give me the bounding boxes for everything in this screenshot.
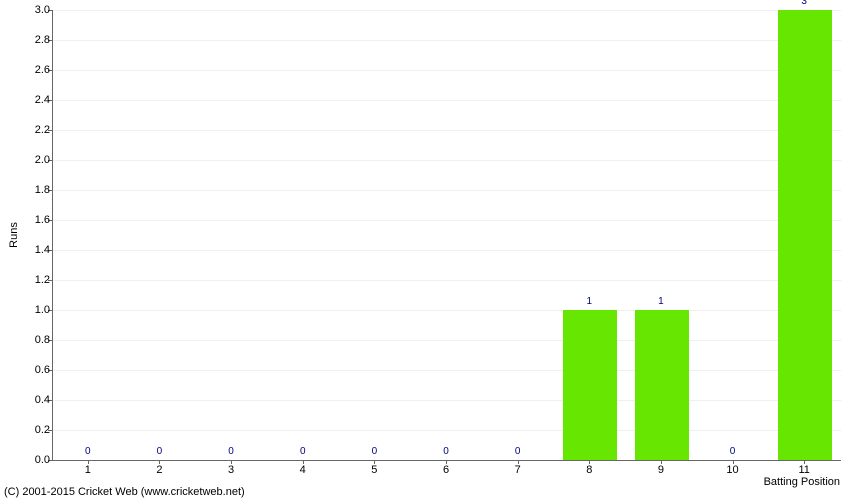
grid-line [53, 280, 841, 281]
y-tick-label: 2.2 [10, 124, 50, 136]
y-tick-label: 0.6 [10, 364, 50, 376]
grid-line [53, 220, 841, 221]
bar-value-label: 0 [372, 446, 378, 457]
grid-line [53, 190, 841, 191]
y-tick-label: 1.0 [10, 304, 50, 316]
x-tick-label: 10 [726, 464, 738, 476]
grid-line [53, 40, 841, 41]
grid-line [53, 100, 841, 101]
chart-container: Runs Batting Position (C) 2001-2015 Cric… [0, 0, 850, 500]
bar [778, 10, 832, 460]
x-tick-label: 5 [371, 464, 377, 476]
y-tick-label: 0.4 [10, 394, 50, 406]
bar-value-label: 0 [300, 446, 306, 457]
x-tick-label: 8 [586, 464, 592, 476]
grid-line [53, 370, 841, 371]
y-tick-label: 3.0 [10, 4, 50, 16]
bar-value-label: 0 [85, 446, 91, 457]
x-tick-label: 7 [515, 464, 521, 476]
bar-value-label: 0 [157, 446, 163, 457]
y-tick-label: 2.8 [10, 34, 50, 46]
grid-line [53, 130, 841, 131]
bar [563, 310, 617, 460]
grid-line [53, 400, 841, 401]
y-tick-label: 0.0 [10, 454, 50, 466]
bar-value-label: 0 [228, 446, 234, 457]
y-tick-label: 0.8 [10, 334, 50, 346]
y-tick-label: 0.2 [10, 424, 50, 436]
bar-value-label: 3 [801, 0, 807, 7]
y-tick-label: 1.2 [10, 274, 50, 286]
grid-line [53, 250, 841, 251]
x-axis-label: Batting Position [764, 476, 840, 488]
x-tick-label: 9 [658, 464, 664, 476]
grid-line [53, 310, 841, 311]
plot-area [52, 10, 841, 461]
grid-line [53, 430, 841, 431]
grid-line [53, 160, 841, 161]
x-tick-label: 2 [156, 464, 162, 476]
x-tick-label: 1 [85, 464, 91, 476]
copyright-text: (C) 2001-2015 Cricket Web (www.cricketwe… [4, 486, 245, 498]
y-tick-label: 1.8 [10, 184, 50, 196]
x-tick-label: 4 [300, 464, 306, 476]
bar [635, 310, 689, 460]
y-tick-label: 1.6 [10, 214, 50, 226]
bar-value-label: 0 [730, 446, 736, 457]
bar-value-label: 1 [586, 296, 592, 307]
grid-line [53, 70, 841, 71]
grid-line [53, 340, 841, 341]
y-tick-label: 2.0 [10, 154, 50, 166]
grid-line [53, 10, 841, 11]
x-tick-label: 3 [228, 464, 234, 476]
bar-value-label: 0 [515, 446, 521, 457]
bar-value-label: 0 [443, 446, 449, 457]
y-tick-label: 1.4 [10, 244, 50, 256]
x-tick-label: 6 [443, 464, 449, 476]
bar-value-label: 1 [658, 296, 664, 307]
y-tick-label: 2.6 [10, 64, 50, 76]
y-tick-label: 2.4 [10, 94, 50, 106]
x-tick-label: 11 [798, 464, 809, 476]
